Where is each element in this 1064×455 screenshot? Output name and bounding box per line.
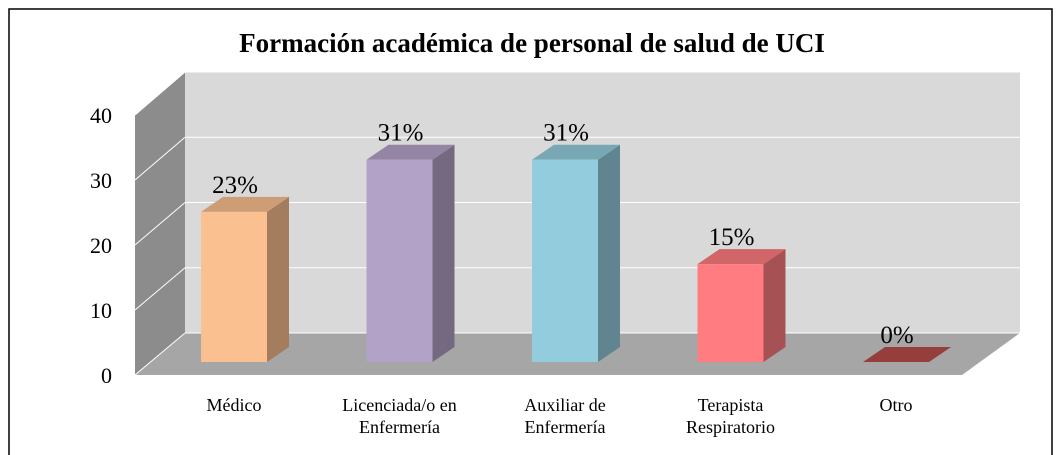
bar-top — [201, 196, 289, 212]
bar-side — [432, 144, 455, 362]
y-tick-label: 30 — [90, 168, 112, 193]
bar-side — [763, 249, 786, 362]
y-tick-label: 40 — [90, 103, 112, 128]
y-tick-label: 20 — [90, 233, 112, 258]
value-label: 0% — [880, 322, 913, 349]
value-label: 31% — [378, 120, 424, 147]
bar-top — [532, 144, 620, 160]
grid-line — [134, 332, 186, 376]
bar — [532, 159, 598, 362]
value-label: 23% — [212, 172, 258, 199]
grid-line — [134, 267, 186, 311]
value-label: 15% — [709, 224, 755, 251]
bar — [697, 264, 764, 362]
y-tick-label: 10 — [90, 298, 112, 323]
x-tick-label: Médico — [206, 395, 262, 415]
bar — [366, 159, 433, 362]
bar — [201, 211, 267, 362]
x-tick-label: Licenciada/o en Enfermería — [342, 395, 457, 437]
y-tick-label: 0 — [101, 363, 112, 388]
bar-top — [697, 249, 786, 265]
value-label: 31% — [543, 120, 589, 147]
grid-line — [134, 71, 186, 116]
x-tick-label: Terapista Respiratorio — [686, 395, 775, 437]
bar-side — [598, 144, 620, 362]
grid-line — [134, 202, 186, 246]
grid-line — [134, 136, 186, 181]
bar-side — [267, 196, 289, 362]
x-tick-label: Otro — [879, 395, 913, 415]
chart-title: Formación académica de personal de salud… — [239, 28, 825, 58]
x-tick-label: Auxiliar de Enfermería — [524, 395, 606, 437]
bar-top — [863, 347, 951, 362]
bar-top — [366, 144, 455, 160]
